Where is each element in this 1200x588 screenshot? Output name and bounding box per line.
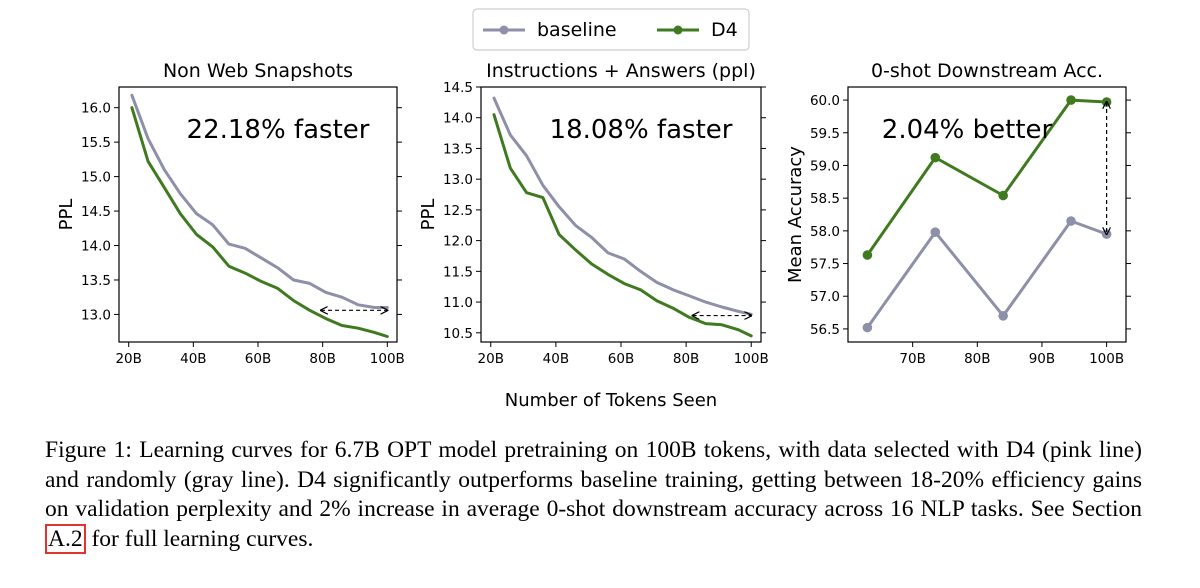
data-point-d4 — [930, 152, 941, 163]
y-tick-label: 59.5 — [810, 126, 840, 142]
legend-label-d4: D4 — [711, 19, 738, 41]
y-tick-label: 16.0 — [81, 101, 111, 117]
y-tick-label: 15.5 — [81, 135, 111, 151]
legend-label-baseline: baseline — [537, 19, 617, 41]
series-line-d4 — [130, 106, 389, 338]
gain-annotation: 22.18% faster — [187, 115, 370, 145]
caption-text: Figure 1: Learning curves for 6.7B OPT m… — [45, 437, 1142, 522]
x-tick-label: 80B — [964, 351, 990, 367]
plot-frame — [847, 86, 1127, 343]
data-point-d4 — [998, 190, 1008, 201]
legend-frame — [472, 8, 750, 51]
x-tick-label: 40B — [180, 351, 206, 367]
y-tick-label: 13.0 — [443, 172, 473, 188]
panel-non-web-snapshots: Non Web Snapshots 13.0 13.5 14.0 14.5 15.0 15.… — [56, 60, 405, 367]
y-tick-label: 10.5 — [443, 326, 473, 342]
panel-instructions-answers: Instructions + Answers (ppl) 10.5 11.0 11.5… — [418, 60, 769, 367]
x-tick-label: 70B — [899, 351, 925, 367]
legend-marker-d4 — [673, 25, 683, 35]
x-tick-label: 80B — [673, 351, 699, 367]
y-tick-label: 14.5 — [81, 204, 111, 220]
y-tick-label: 56.5 — [810, 322, 840, 338]
caption-text-end: for full learning curves. — [85, 525, 314, 552]
y-tick-label: 58.0 — [810, 224, 840, 240]
x-tick-label: 90B — [1029, 351, 1055, 367]
x-tick-label: 60B — [245, 351, 271, 367]
data-point-d4 — [862, 250, 873, 260]
shared-x-axis-label: Number of Tokens Seen — [505, 390, 717, 411]
series-line-baseline — [865, 219, 1109, 330]
panel-zero-shot-accuracy: 0-shot Downstream Acc. 56.5 57.0 57.5 58.0 58… — [785, 60, 1131, 367]
data-point-baseline — [1066, 216, 1076, 226]
y-tick-label: 11.0 — [443, 295, 473, 311]
y-tick-label: 57.5 — [810, 257, 840, 273]
x-tick-label: 40B — [543, 351, 569, 367]
y-tick-label: 14.0 — [443, 111, 473, 127]
x-tick-label: 60B — [608, 351, 634, 367]
y-tick-label: 11.5 — [443, 264, 473, 280]
figure-canvas: baseline D4 Non Web Snapshots 13.0 13.5 14.… — [56, 8, 1131, 411]
section-ref-link[interactable]: A.2 — [45, 523, 86, 554]
y-tick-label: 57.0 — [810, 289, 840, 305]
y-tick-label: 59.0 — [810, 158, 840, 174]
y-tick-label: 13.0 — [81, 307, 111, 323]
gain-annotation: 18.08% faster — [550, 115, 733, 145]
x-tick-label: 20B — [478, 351, 504, 367]
y-tick-label: 60.0 — [810, 93, 840, 109]
data-point-d4 — [1066, 95, 1076, 105]
y-tick-label: 14.0 — [81, 239, 111, 255]
data-point-baseline — [998, 311, 1008, 321]
panel-title: Instructions + Answers (ppl) — [486, 60, 756, 82]
x-tick-label: 20B — [115, 351, 141, 367]
panel-title: Non Web Snapshots — [163, 60, 353, 82]
x-tick-label: 80B — [309, 351, 335, 367]
y-tick-label: 12.5 — [443, 203, 473, 219]
series-line-baseline — [130, 93, 389, 309]
y-axis-label: Mean Accuracy — [785, 146, 806, 283]
y-axis-label: PPL — [56, 199, 77, 231]
gain-annotation: 2.04% better — [882, 115, 1053, 145]
figure-caption: Figure 1: Learning curves for 6.7B OPT m… — [45, 436, 1142, 554]
data-point-baseline — [862, 322, 873, 333]
y-tick-label: 15.0 — [81, 170, 111, 186]
legend: baseline D4 — [472, 8, 750, 51]
x-tick-label: 100B — [734, 351, 769, 367]
data-point-baseline — [930, 227, 941, 237]
x-tick-label: 100B — [1089, 351, 1124, 367]
y-tick-label: 13.5 — [81, 273, 111, 289]
y-tick-label: 58.5 — [810, 191, 840, 207]
y-tick-label: 14.5 — [443, 80, 473, 96]
legend-marker-baseline — [499, 25, 509, 35]
y-tick-label: 12.0 — [443, 234, 473, 250]
series-line-d4 — [492, 113, 753, 338]
y-tick-label: 13.5 — [443, 141, 473, 157]
x-tick-label: 100B — [370, 351, 405, 367]
y-axis-label: PPL — [418, 199, 439, 231]
series-line-baseline — [492, 96, 753, 316]
panel-title: 0-shot Downstream Acc. — [871, 60, 1103, 82]
